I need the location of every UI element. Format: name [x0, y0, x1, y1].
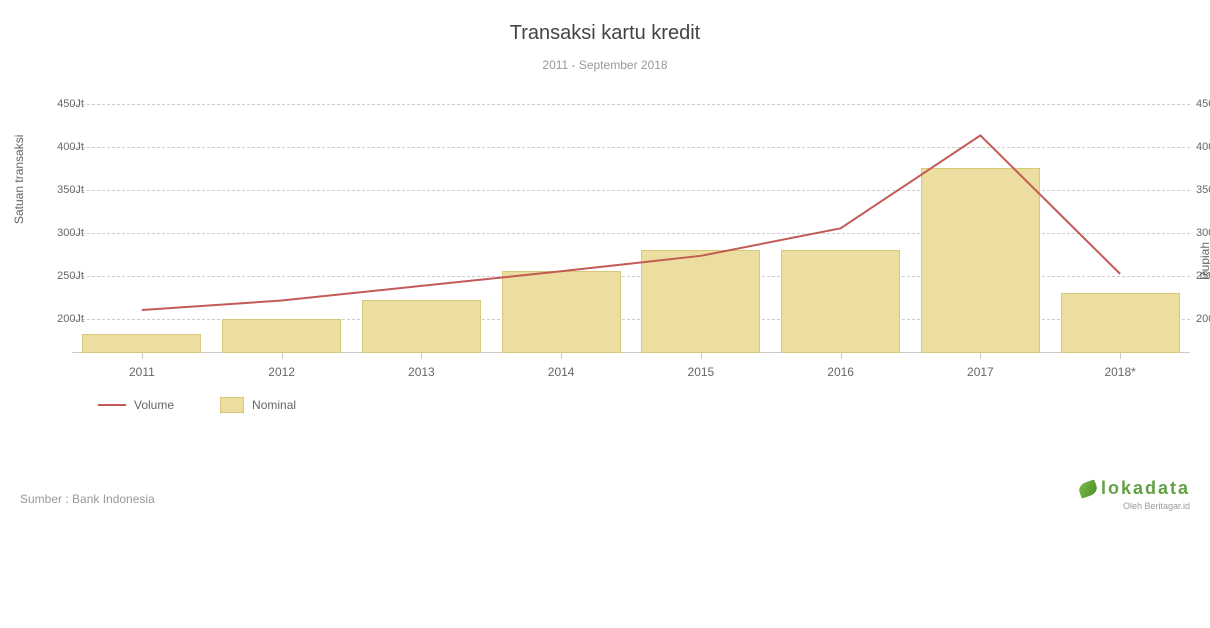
ytick-right: 450Jt: [1196, 98, 1210, 110]
xtick-label: 2012: [222, 365, 342, 379]
ytick-right: 250Jt: [1196, 270, 1210, 282]
ytick-right: 200Jt: [1196, 313, 1210, 325]
xtick-label: 2015: [641, 365, 761, 379]
x-tick-mark: [841, 353, 842, 359]
ytick-left: 200Jt: [24, 313, 84, 325]
x-tick-mark: [561, 353, 562, 359]
xtick-label: 2011: [82, 365, 202, 379]
ytick-left: 300Jt: [24, 227, 84, 239]
x-tick-mark: [701, 353, 702, 359]
plot-area: [72, 95, 1190, 353]
ytick-right: 350Jt: [1196, 184, 1210, 196]
x-tick-mark: [282, 353, 283, 359]
ytick-left: 450Jt: [24, 98, 84, 110]
xtick-label: 2018*: [1060, 365, 1180, 379]
source-text: Sumber : Bank Indonesia: [20, 492, 155, 506]
x-tick-mark: [980, 353, 981, 359]
brand-name: lokadata: [1079, 478, 1190, 499]
xtick-label: 2016: [781, 365, 901, 379]
legend-bar-label: Nominal: [252, 398, 296, 412]
legend-line-label: Volume: [134, 398, 174, 412]
ytick-left: 350Jt: [24, 184, 84, 196]
ytick-right: 400Jt: [1196, 141, 1210, 153]
chart-title: Transaksi kartu kredit: [0, 22, 1210, 45]
xtick-label: 2013: [361, 365, 481, 379]
chart-subtitle: 2011 - September 2018: [0, 58, 1210, 72]
xtick-label: 2017: [920, 365, 1040, 379]
x-tick-mark: [1120, 353, 1121, 359]
legend-bar-swatch: [220, 397, 244, 413]
x-tick-mark: [421, 353, 422, 359]
x-tick-mark: [142, 353, 143, 359]
line-series: [72, 95, 1190, 353]
brand-logo: lokadata Oleh Beritagar.id: [1079, 478, 1190, 511]
brand-name-text: lokadata: [1101, 478, 1190, 498]
ytick-left: 400Jt: [24, 141, 84, 153]
brand-byline: Oleh Beritagar.id: [1079, 501, 1190, 511]
legend-line-swatch: [98, 404, 126, 406]
legend: Volume Nominal: [98, 395, 342, 415]
leaf-icon: [1077, 480, 1099, 499]
xtick-label: 2014: [501, 365, 621, 379]
ytick-left: 250Jt: [24, 270, 84, 282]
ytick-right: 300Jt: [1196, 227, 1210, 239]
